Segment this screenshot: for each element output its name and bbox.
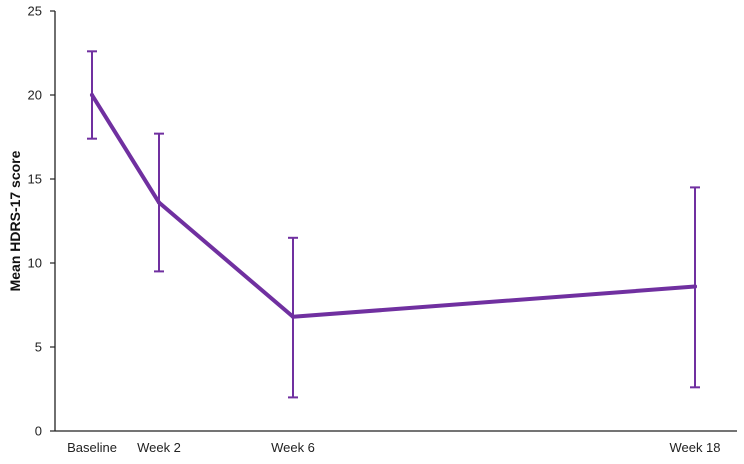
data-point <box>157 200 161 205</box>
x-tick-labels: Baseline Week 2 Week 6 Week 18 <box>67 440 720 455</box>
data-point <box>291 314 295 319</box>
y-tick-label: 5 <box>35 340 42 355</box>
y-axis-title: Mean HDRS-17 score <box>7 150 23 291</box>
data-point <box>693 284 697 289</box>
x-tick-label: Baseline <box>67 440 117 455</box>
x-tick-label: Week 2 <box>137 440 181 455</box>
series-line <box>90 93 697 319</box>
y-tick-label: 0 <box>35 424 42 439</box>
y-tick-label: 25 <box>28 4 42 19</box>
y-tick-label: 15 <box>28 172 42 187</box>
error-bars <box>87 50 700 399</box>
series-lines <box>90 93 697 319</box>
data-point <box>90 93 94 97</box>
x-tick-label: Week 18 <box>669 440 720 455</box>
y-tick-labels: 0 5 10 15 20 25 <box>28 4 55 439</box>
y-tick-label: 20 <box>28 88 42 103</box>
x-tick-label: Week 6 <box>271 440 315 455</box>
y-tick-label: 10 <box>28 256 42 271</box>
